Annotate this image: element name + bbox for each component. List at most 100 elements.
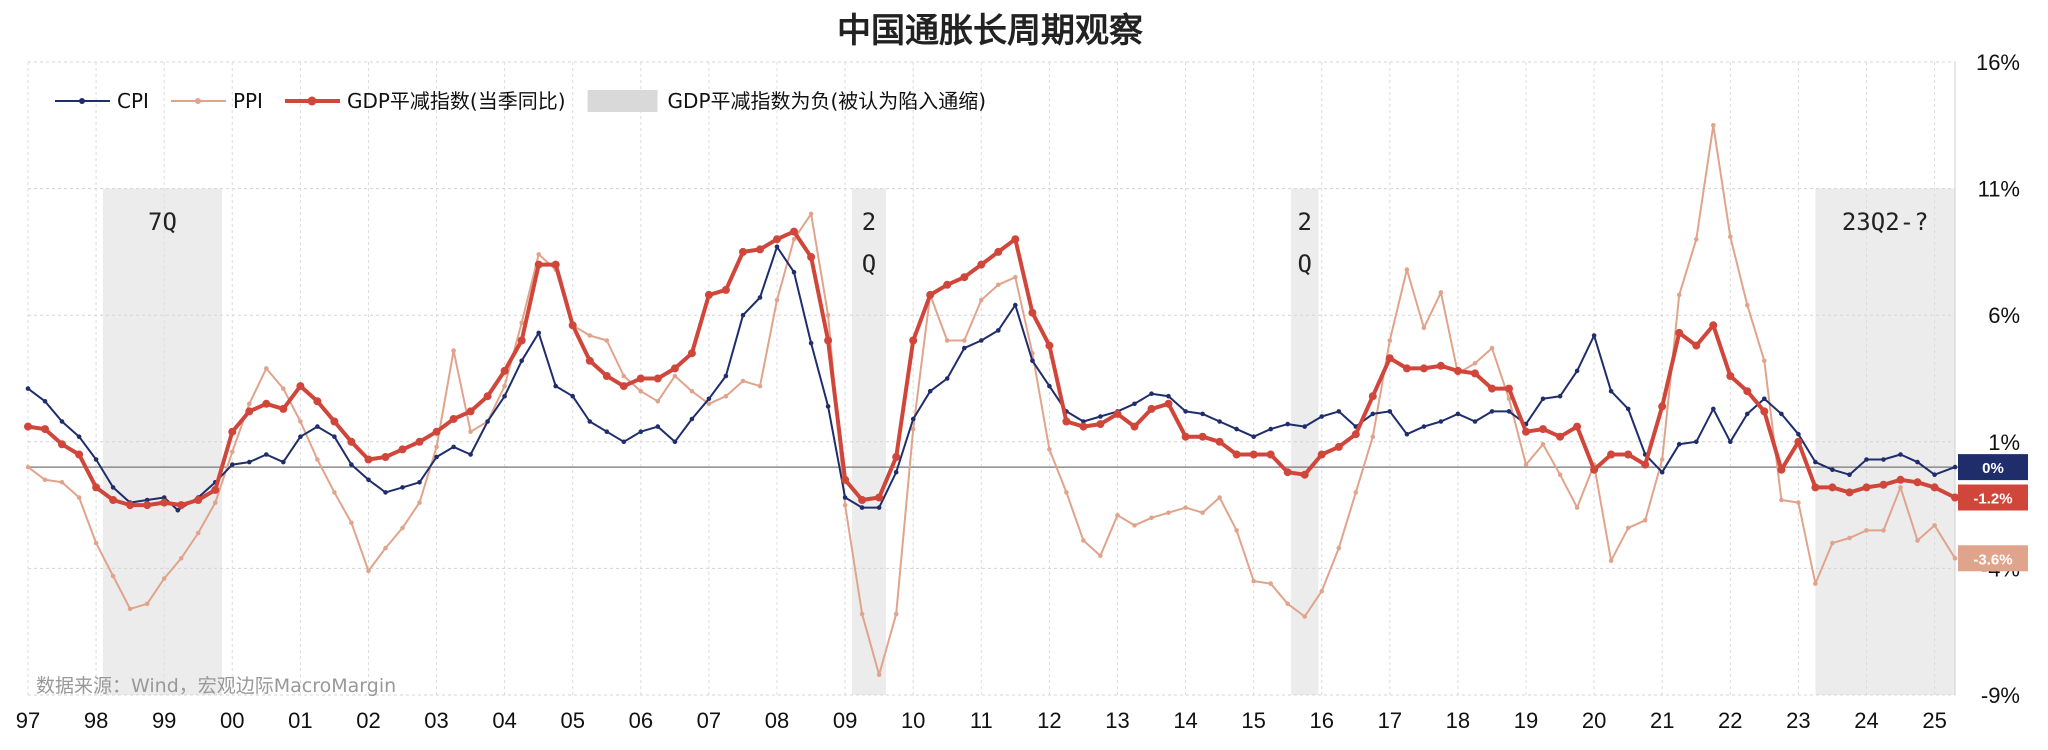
data-point-3: [76, 495, 82, 500]
data-point-103: [1777, 465, 1786, 474]
data-point-111: [1915, 459, 1920, 465]
data-point-35: [619, 382, 628, 391]
region-label-2: Q: [1297, 250, 1311, 278]
data-point-108: [1864, 457, 1869, 462]
data-point-3: [75, 450, 84, 459]
data-point-108: [1862, 483, 1871, 492]
data-point-84: [1455, 411, 1461, 417]
data-point-65: [1132, 401, 1137, 407]
data-point-67: [1166, 510, 1171, 515]
data-point-81: [1404, 431, 1410, 437]
data-point-52: [910, 416, 916, 422]
data-point-31: [551, 260, 560, 269]
data-point-75: [1302, 614, 1307, 619]
data-point-39: [687, 349, 696, 358]
region-label-1: Q: [862, 250, 876, 278]
data-point-17: [315, 457, 320, 462]
data-point-110: [1896, 475, 1905, 484]
source-note: 数据来源：Wind，宏观边际MacroMargin: [36, 675, 396, 697]
series-gdp-deflator: [24, 227, 1959, 510]
grid: [27, 61, 1956, 696]
data-point-73: [1266, 450, 1275, 459]
y-tick-label: 1%: [1988, 430, 2020, 455]
data-point-39: [689, 416, 695, 422]
data-point-60: [1047, 447, 1052, 452]
data-point-25: [451, 348, 456, 353]
data-point-42: [740, 312, 746, 318]
data-point-31: [553, 383, 558, 389]
data-point-15: [279, 404, 288, 413]
data-point-56: [979, 338, 984, 343]
x-tick-label: 19: [1514, 708, 1538, 733]
badge-label: -3.6%: [1973, 551, 2012, 568]
data-point-43: [757, 295, 763, 300]
data-point-47: [825, 404, 831, 409]
data-point-58: [1013, 274, 1018, 280]
data-point-5: [109, 496, 118, 504]
data-point-38: [672, 373, 678, 379]
data-point-76: [1319, 414, 1324, 419]
data-point-101: [1743, 387, 1752, 396]
data-point-86: [1489, 409, 1495, 414]
data-point-52: [910, 426, 916, 432]
data-point-22: [398, 445, 407, 454]
x-tick-label: 25: [1922, 708, 1946, 733]
x-tick-label: 00: [220, 708, 244, 733]
data-point-105: [1813, 459, 1818, 465]
y-tick-label: 16%: [1976, 50, 2020, 75]
data-point-11: [211, 485, 220, 494]
data-point-99: [1709, 321, 1718, 330]
data-point-77: [1336, 545, 1342, 551]
data-point-75: [1302, 424, 1307, 429]
x-tick-label: 02: [356, 708, 380, 733]
data-point-41: [723, 393, 729, 399]
data-point-89: [1540, 442, 1546, 447]
data-point-59: [1030, 358, 1035, 364]
data-point-0: [25, 464, 31, 470]
x-tick-label: 03: [424, 708, 448, 733]
data-point-33: [587, 419, 593, 424]
data-point-40: [706, 401, 712, 407]
data-point-95: [1642, 518, 1648, 523]
data-point-102: [1762, 358, 1767, 364]
data-point-48: [841, 475, 850, 484]
data-point-112: [1932, 472, 1937, 478]
data-point-111: [1915, 538, 1920, 543]
data-point-25: [449, 415, 458, 423]
data-point-68: [1181, 432, 1190, 441]
data-point-19: [349, 520, 354, 526]
data-point-44: [773, 235, 781, 244]
data-point-105: [1811, 483, 1820, 492]
data-point-88: [1522, 427, 1530, 436]
data-point-45: [790, 227, 798, 236]
data-point-73: [1268, 426, 1273, 432]
data-point-50: [875, 493, 884, 502]
data-point-63: [1098, 414, 1103, 419]
data-point-98: [1692, 341, 1701, 350]
y-tick-label: 11%: [1978, 177, 2020, 202]
data-point-66: [1149, 515, 1154, 521]
data-point-74: [1283, 468, 1292, 477]
data-point-36: [636, 374, 645, 383]
data-point-82: [1419, 364, 1428, 373]
x-tick-label: 01: [288, 708, 312, 733]
data-point-79: [1368, 392, 1377, 401]
data-point-4: [92, 483, 101, 492]
data-point-21: [383, 545, 388, 551]
data-point-6: [127, 606, 133, 612]
x-tick-label: 08: [765, 708, 789, 733]
data-point-65: [1132, 523, 1137, 528]
end-badge-1: -1.2%: [1958, 484, 2028, 511]
data-point-93: [1607, 450, 1616, 459]
data-point-62: [1081, 538, 1086, 543]
data-point-113: [1952, 464, 1958, 470]
region-label-1: 2: [862, 208, 876, 236]
data-point-107: [1847, 472, 1852, 478]
legend-item-2: GDP平减指数(当季同比): [284, 89, 566, 113]
data-point-100: [1726, 372, 1735, 380]
data-point-81: [1402, 364, 1411, 373]
data-point-45: [791, 269, 797, 275]
data-point-24: [434, 454, 439, 460]
region-label-0: 7Q: [148, 208, 177, 236]
data-point-68: [1183, 505, 1188, 510]
